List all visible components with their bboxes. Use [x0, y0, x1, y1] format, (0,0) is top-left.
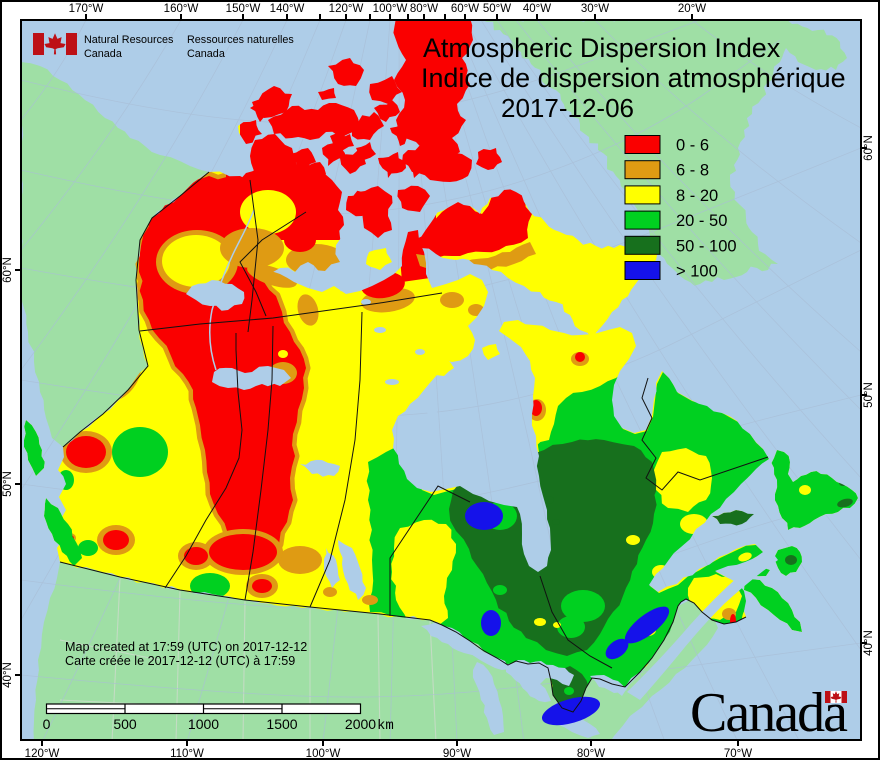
svg-text:120°W: 120°W	[25, 748, 60, 760]
svg-text:Canada: Canada	[187, 48, 225, 60]
svg-text:50 - 100: 50 - 100	[676, 237, 737, 255]
svg-text:80°W: 80°W	[410, 3, 438, 15]
svg-text:Atmospheric Dispersion Index: Atmospheric Dispersion Index	[423, 33, 781, 63]
svg-text:20 - 50: 20 - 50	[676, 212, 727, 230]
svg-text:100°W: 100°W	[373, 3, 408, 15]
svg-text:1500: 1500	[266, 716, 297, 732]
svg-text:2017-12-06: 2017-12-06	[501, 93, 634, 123]
svg-text:90°W: 90°W	[443, 748, 471, 760]
svg-text:20°W: 20°W	[678, 3, 706, 15]
svg-text:110°W: 110°W	[170, 748, 204, 760]
svg-text:140°W: 140°W	[270, 3, 305, 15]
svg-text:80°W: 80°W	[577, 748, 605, 760]
svg-text:50°W: 50°W	[483, 3, 511, 15]
svg-text:2000: 2000	[345, 716, 376, 732]
svg-text:40°W: 40°W	[523, 3, 551, 15]
svg-text:> 100: > 100	[676, 263, 718, 281]
svg-text:Ressources naturelles: Ressources naturelles	[187, 34, 294, 46]
svg-text:100°W: 100°W	[306, 748, 341, 760]
svg-text:60°W: 60°W	[451, 3, 479, 15]
svg-text:40°N: 40°N	[2, 662, 14, 688]
svg-text:6 - 8: 6 - 8	[676, 162, 709, 180]
svg-text:40°N: 40°N	[863, 630, 875, 656]
svg-text:150°W: 150°W	[226, 3, 261, 15]
svg-text:Natural Resources: Natural Resources	[84, 34, 174, 46]
svg-text:70°W: 70°W	[724, 748, 752, 760]
svg-text:0: 0	[43, 716, 51, 732]
svg-text:1000: 1000	[188, 716, 219, 732]
svg-text:Map created at 17:59 (UTC) on: Map created at 17:59 (UTC) on 2017-12-12	[65, 640, 307, 654]
svg-text:60°N: 60°N	[2, 257, 14, 283]
svg-text:Canada: Canada	[690, 682, 848, 744]
svg-text:8 - 20: 8 - 20	[676, 187, 718, 205]
svg-text:0 - 6: 0 - 6	[676, 137, 709, 155]
svg-text:170°W: 170°W	[69, 3, 104, 15]
svg-text:50°N: 50°N	[863, 382, 875, 408]
svg-text:Indice de dispersion atmosphér: Indice de dispersion atmosphérique	[421, 63, 846, 93]
svg-text:160°W: 160°W	[164, 3, 199, 15]
svg-text:km: km	[377, 718, 394, 734]
svg-text:120°W: 120°W	[329, 3, 364, 15]
svg-text:Canada: Canada	[84, 48, 122, 60]
svg-text:500: 500	[113, 716, 137, 732]
svg-text:50°N: 50°N	[2, 471, 14, 497]
svg-text:30°W: 30°W	[581, 3, 609, 15]
svg-text:Carte créée le 2017-12-12 (UTC: Carte créée le 2017-12-12 (UTC) à 17:59	[65, 654, 295, 668]
svg-text:60°N: 60°N	[863, 135, 875, 161]
